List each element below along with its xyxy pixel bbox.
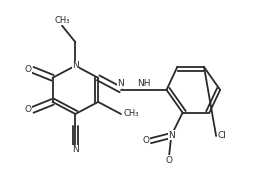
Text: O: O	[24, 65, 31, 74]
Text: N: N	[118, 79, 124, 88]
Text: O: O	[166, 155, 173, 165]
Text: N: N	[72, 61, 79, 70]
Text: O: O	[24, 105, 31, 114]
Text: CH₃: CH₃	[123, 110, 139, 118]
Text: N: N	[168, 131, 175, 140]
Text: CH₃: CH₃	[54, 16, 70, 25]
Text: NH: NH	[137, 79, 151, 88]
Text: Cl: Cl	[218, 131, 227, 140]
Text: N: N	[72, 145, 79, 154]
Text: O: O	[142, 136, 149, 145]
